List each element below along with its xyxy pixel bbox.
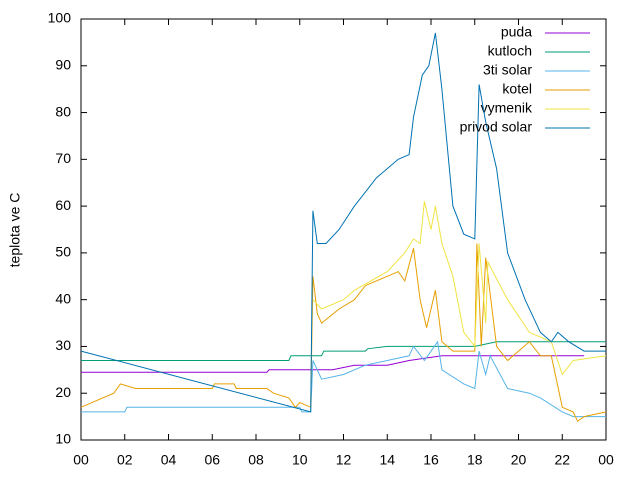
y-tick-label: 40 <box>55 290 71 306</box>
x-tick-label: 00 <box>73 452 89 468</box>
x-tick-label: 14 <box>379 452 395 468</box>
legend-label: kutloch <box>488 43 532 59</box>
y-tick-label: 100 <box>48 10 72 26</box>
legend-label: puda <box>501 24 532 40</box>
series-line <box>81 341 606 361</box>
y-tick-label: 90 <box>55 56 71 72</box>
series-line <box>80 243 607 423</box>
x-tick-label: 04 <box>161 452 177 468</box>
series-line <box>80 32 606 413</box>
x-tick-label: 22 <box>554 452 570 468</box>
legend-label: kotel <box>502 81 532 97</box>
x-tick-label: 18 <box>467 452 483 468</box>
x-tick-label: 06 <box>204 452 220 468</box>
legend-label: privod solar <box>460 119 533 135</box>
x-tick-label: 12 <box>336 452 352 468</box>
y-tick-label: 80 <box>55 103 71 119</box>
x-tick-label: 02 <box>117 452 133 468</box>
series-line <box>312 201 607 376</box>
series-line <box>81 340 606 418</box>
y-axis-label: teplota ve C <box>7 193 23 268</box>
legend-label: vymenik <box>481 100 533 116</box>
x-tick-label: 10 <box>292 452 308 468</box>
x-tick-label: 20 <box>511 452 527 468</box>
x-tick-label: 00 <box>598 452 614 468</box>
y-tick-label: 30 <box>55 337 71 353</box>
y-tick-label: 50 <box>55 244 71 260</box>
x-tick-label: 08 <box>248 452 264 468</box>
y-tick-label: 20 <box>55 384 71 400</box>
legend-label: 3ti solar <box>483 62 532 78</box>
plot-frame <box>80 18 607 441</box>
y-tick-label: 10 <box>55 431 71 447</box>
x-tick-label: 16 <box>423 452 439 468</box>
y-tick-label: 70 <box>55 150 71 166</box>
y-tick-label: 60 <box>55 197 71 213</box>
series-line <box>81 355 585 373</box>
